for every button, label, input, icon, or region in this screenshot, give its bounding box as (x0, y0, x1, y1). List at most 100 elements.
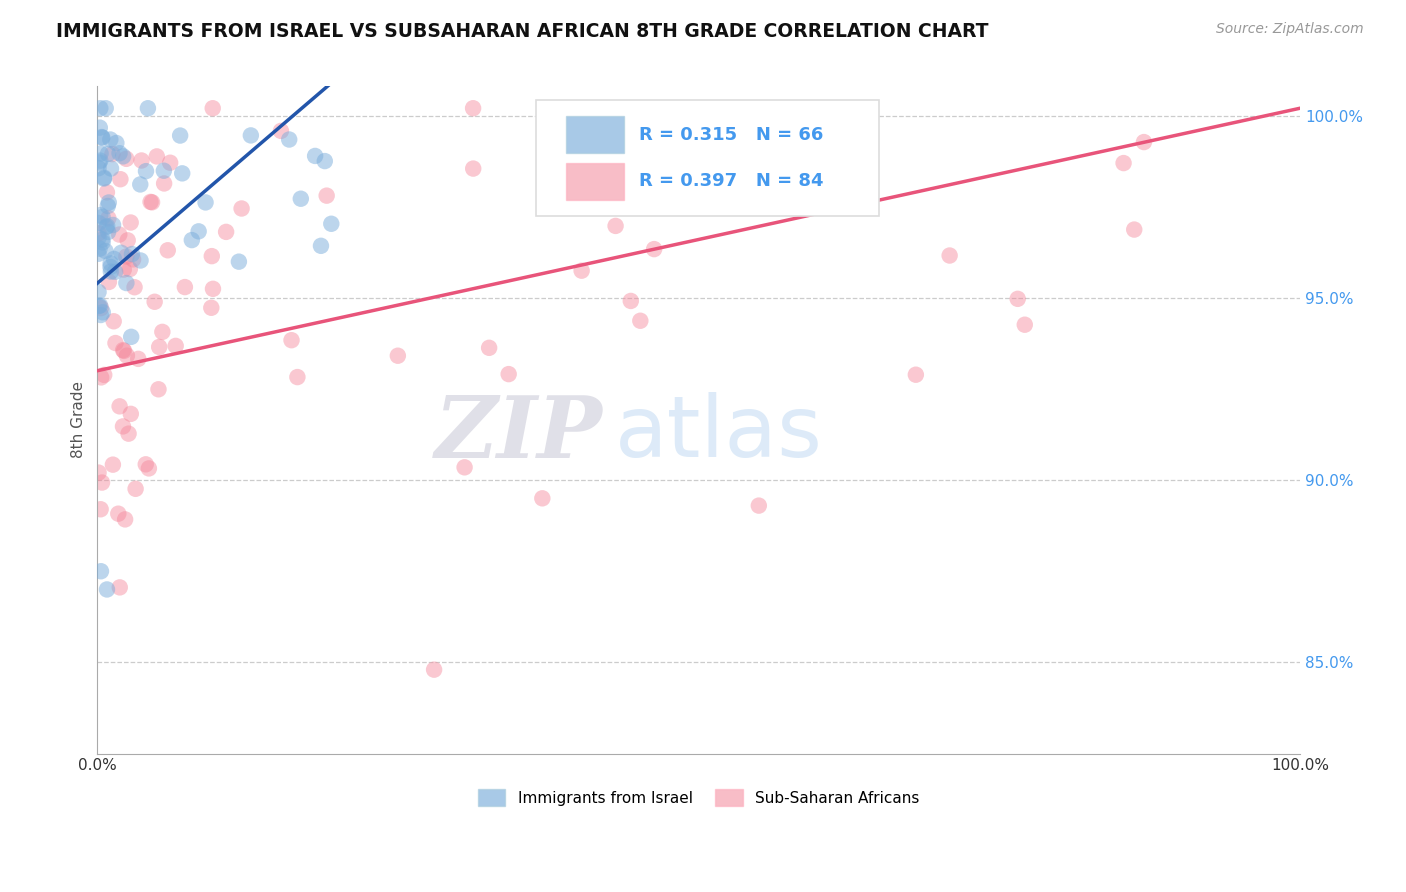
Point (89, 101, 111, 115)
Point (112, 262, 135, 277)
Point (315, 188, 337, 202)
Point (90, 564, 112, 578)
Point (153, 177, 176, 191)
Point (112, 343, 135, 358)
Point (93, 171, 115, 186)
Point (117, 426, 139, 441)
Point (89, 153, 111, 168)
Point (239, 128, 262, 143)
Point (135, 164, 157, 178)
Point (110, 245, 132, 260)
Point (228, 254, 250, 268)
Point (156, 244, 179, 258)
Point (96, 582, 118, 597)
Point (91, 233, 114, 247)
Point (108, 400, 131, 414)
Point (135, 458, 157, 472)
Point (120, 215, 142, 229)
Point (628, 314, 651, 328)
Point (605, 219, 627, 233)
Point (91, 210, 114, 224)
Point (120, 330, 142, 344)
Point (129, 178, 152, 192)
Point (87, 299, 110, 313)
Point (169, 128, 191, 143)
Point (94, 101, 117, 115)
Point (107, 507, 129, 521)
Point (752, 162, 775, 177)
Point (187, 224, 209, 238)
Point (423, 663, 446, 677)
Point (1123, 222, 1146, 236)
Point (94, 219, 117, 234)
Point (108, 146, 131, 161)
Point (1007, 292, 1029, 306)
Point (100, 256, 122, 270)
Point (180, 233, 202, 247)
Point (93, 170, 115, 185)
Point (478, 341, 501, 355)
Point (100, 161, 122, 176)
Point (87, 161, 110, 176)
Point (90, 130, 112, 145)
Point (89, 298, 111, 312)
Point (309, 239, 332, 253)
Point (87, 226, 110, 240)
Point (105, 136, 128, 150)
Point (89, 155, 111, 169)
Point (96, 186, 118, 200)
Point (108, 581, 131, 595)
Point (108, 227, 131, 242)
Text: atlas: atlas (614, 392, 823, 475)
Point (103, 314, 125, 328)
Text: IMMIGRANTS FROM ISRAEL VS SUBSAHARAN AFRICAN 8TH GRADE CORRELATION CHART: IMMIGRANTS FROM ISRAEL VS SUBSAHARAN AFR… (56, 22, 988, 41)
Point (643, 242, 665, 256)
Point (87, 466, 110, 480)
Point (87, 231, 110, 245)
Point (173, 280, 195, 294)
Point (115, 152, 138, 166)
Point (290, 192, 312, 206)
Point (121, 247, 143, 261)
Point (1112, 156, 1135, 170)
Point (461, 101, 484, 115)
Point (89, 208, 111, 222)
Point (100, 264, 122, 278)
Point (278, 132, 301, 146)
Point (122, 252, 145, 267)
Text: R = 0.397   N = 84: R = 0.397 N = 84 (638, 172, 823, 190)
Point (104, 336, 127, 351)
FancyBboxPatch shape (536, 100, 879, 217)
Point (139, 194, 162, 209)
Point (165, 339, 187, 353)
Point (201, 282, 224, 296)
Point (620, 293, 643, 308)
Point (571, 263, 593, 277)
Point (90, 370, 112, 384)
Point (104, 265, 127, 279)
Point (115, 349, 138, 363)
Point (148, 340, 170, 354)
Point (91, 130, 114, 145)
Point (90, 146, 112, 161)
Point (89, 242, 111, 256)
Point (136, 101, 159, 115)
Point (103, 252, 125, 266)
Point (94, 244, 117, 258)
Point (90, 301, 112, 315)
Point (172, 166, 194, 180)
Bar (567, 163, 624, 200)
Point (129, 253, 152, 268)
Bar (567, 116, 624, 153)
Point (845, 111, 868, 125)
Point (124, 482, 146, 496)
Point (304, 149, 326, 163)
Point (101, 147, 124, 161)
Point (115, 276, 138, 290)
Text: ZIP: ZIP (434, 392, 603, 475)
Point (231, 202, 253, 216)
Point (112, 343, 135, 357)
Point (87, 216, 110, 230)
Point (101, 458, 124, 472)
Point (127, 351, 149, 366)
